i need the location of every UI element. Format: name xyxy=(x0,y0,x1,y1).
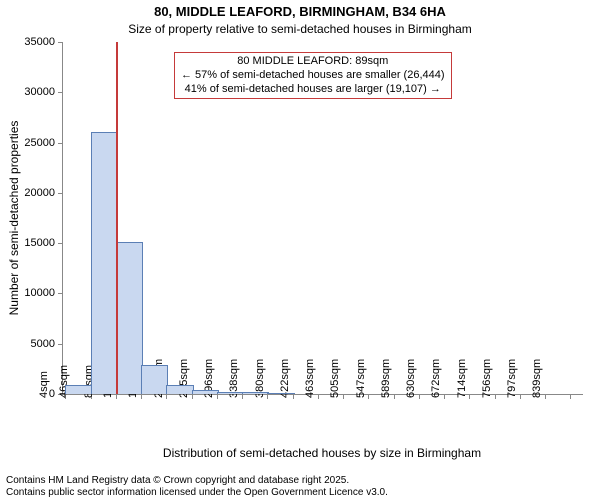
x-tick xyxy=(217,394,218,399)
y-tick-label: 30000 xyxy=(24,86,55,98)
x-tick-label: 630sqm xyxy=(405,359,417,398)
x-tick xyxy=(419,394,420,399)
y-tick xyxy=(58,92,63,93)
x-tick xyxy=(293,394,294,399)
y-tick-label: 15000 xyxy=(24,237,55,249)
x-tick-label: 589sqm xyxy=(380,359,392,398)
x-tick-label: 547sqm xyxy=(355,359,367,398)
y-tick xyxy=(58,243,63,244)
annotation-line: 41% of semi-detached houses are larger (… xyxy=(181,83,445,97)
x-tick-label: 463sqm xyxy=(304,359,316,398)
x-tick-label: 797sqm xyxy=(506,359,518,398)
histogram-bar xyxy=(141,365,168,394)
x-tick-label: 839sqm xyxy=(531,359,543,398)
y-axis-label: Number of semi-detached properties xyxy=(7,121,21,316)
annotation-line: ← 57% of semi-detached houses are smalle… xyxy=(181,69,445,83)
x-tick xyxy=(267,394,268,399)
chart-title: 80, MIDDLE LEAFORD, BIRMINGHAM, B34 6HA xyxy=(0,4,600,19)
x-tick-label: 4sqm xyxy=(39,371,51,398)
plot-area: 050001000015000200002500030000350004sqm4… xyxy=(62,42,583,395)
histogram-bar xyxy=(217,392,244,395)
x-tick-label: 714sqm xyxy=(456,359,468,398)
x-axis-label: Distribution of semi-detached houses by … xyxy=(62,446,582,460)
x-tick xyxy=(242,394,243,399)
y-tick xyxy=(58,42,63,43)
x-tick xyxy=(520,394,521,399)
histogram-bar xyxy=(116,242,143,394)
y-tick-label: 35000 xyxy=(24,36,55,48)
x-tick xyxy=(495,394,496,399)
property-marker-line xyxy=(116,42,118,394)
y-tick-label: 5000 xyxy=(31,338,55,350)
footer-line-2: Contains public sector information licen… xyxy=(6,487,388,499)
y-tick xyxy=(58,293,63,294)
x-tick xyxy=(545,394,546,399)
y-tick-label: 20000 xyxy=(24,187,55,199)
x-tick xyxy=(192,394,193,399)
x-tick xyxy=(469,394,470,399)
x-tick-label: 756sqm xyxy=(481,359,493,398)
x-tick xyxy=(570,394,571,399)
footer-line-1: Contains HM Land Registry data © Crown c… xyxy=(6,475,388,487)
x-tick-label: 672sqm xyxy=(430,359,442,398)
y-tick-label: 25000 xyxy=(24,137,55,149)
x-tick xyxy=(394,394,395,399)
footer-attribution: Contains HM Land Registry data © Crown c… xyxy=(6,475,388,498)
histogram-bar xyxy=(192,390,219,394)
x-tick xyxy=(444,394,445,399)
y-tick xyxy=(58,143,63,144)
x-tick xyxy=(141,394,142,399)
x-tick xyxy=(166,394,167,399)
x-tick xyxy=(116,394,117,399)
x-tick-label: 505sqm xyxy=(329,359,341,398)
x-tick xyxy=(368,394,369,399)
x-tick xyxy=(318,394,319,399)
histogram-bar xyxy=(65,385,92,394)
histogram-bar xyxy=(91,132,118,394)
annotation-box: 80 MIDDLE LEAFORD: 89sqm← 57% of semi-de… xyxy=(174,52,452,99)
histogram-bar xyxy=(166,385,193,394)
y-tick xyxy=(58,344,63,345)
histogram-bar xyxy=(267,393,294,394)
chart-root: 80, MIDDLE LEAFORD, BIRMINGHAM, B34 6HA … xyxy=(0,0,600,500)
x-tick xyxy=(343,394,344,399)
histogram-bar xyxy=(242,392,269,394)
chart-subtitle: Size of property relative to semi-detach… xyxy=(0,22,600,36)
y-tick xyxy=(58,193,63,194)
annotation-line: 80 MIDDLE LEAFORD: 89sqm xyxy=(181,55,445,69)
y-tick-label: 10000 xyxy=(24,287,55,299)
